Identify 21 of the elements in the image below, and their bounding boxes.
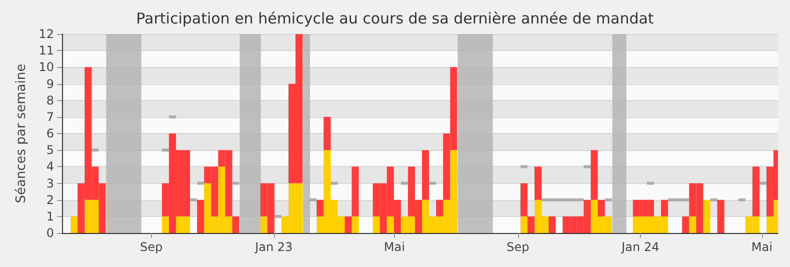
x-tick-label: Jan 24 xyxy=(620,240,660,254)
y-tick-label: 6 xyxy=(46,126,54,140)
y-tick-label: 8 xyxy=(46,93,54,108)
x-tick-label: Mai xyxy=(751,240,772,254)
y-tick-label: 4 xyxy=(46,160,54,174)
y-tick-label: 12 xyxy=(38,27,54,41)
y-tick-label: 1 xyxy=(46,209,54,224)
x-tick-label: Mai xyxy=(384,240,405,254)
chart-title: Participation en hémicycle au cours de sa dernière année de mandat xyxy=(136,10,654,28)
y-tick-label: 2 xyxy=(46,192,54,207)
y-tick-label: 3 xyxy=(46,176,54,190)
x-tick-label: Sep xyxy=(140,240,163,254)
y-tick-label: 11 xyxy=(38,44,54,58)
y-tick-label: 5 xyxy=(46,143,54,158)
y-axis-title: Séances par semaine xyxy=(14,64,29,204)
x-tick-label: Jan 23 xyxy=(254,240,293,254)
y-tick-label: 9 xyxy=(46,76,54,91)
x-tick-label: Sep xyxy=(506,240,530,254)
y-tick-label: 7 xyxy=(46,110,54,124)
y-tick-label: 10 xyxy=(38,60,54,74)
y-tick-label: 0 xyxy=(46,226,54,240)
